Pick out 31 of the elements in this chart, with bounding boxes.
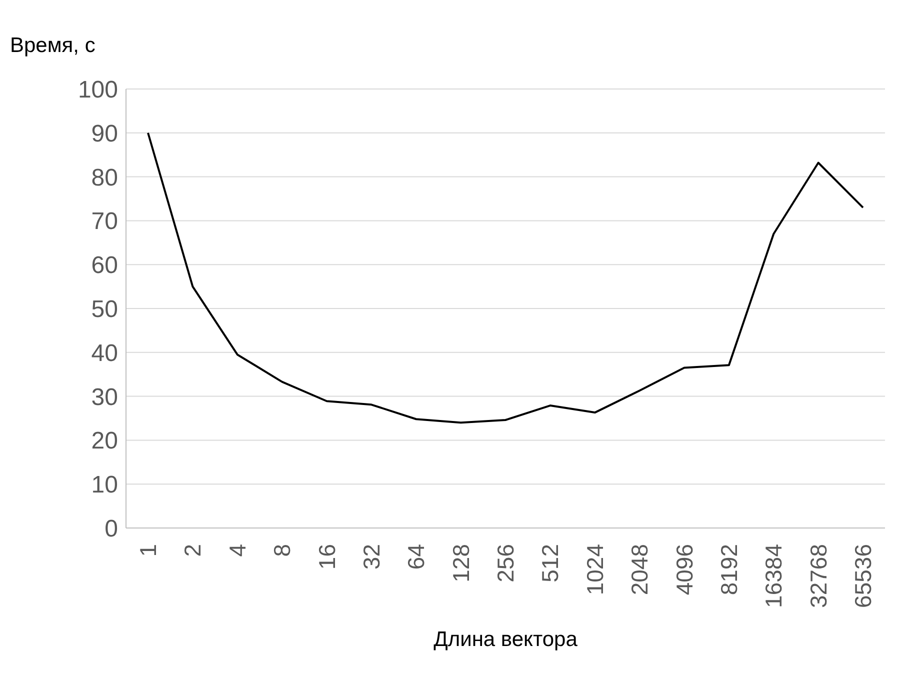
x-tick-label: 512	[537, 544, 564, 582]
x-axis-title: Длина вектора	[432, 628, 578, 652]
line-series	[147, 132, 864, 424]
x-tick-label: 65536	[850, 544, 876, 608]
y-tick-label: 40	[91, 340, 118, 367]
y-tick-label: 70	[91, 208, 118, 236]
y-tick-label: 0	[104, 516, 118, 543]
y-tick-label: 10	[91, 472, 118, 499]
y-tick-label: 100	[78, 76, 118, 104]
y-tick-label: 20	[91, 428, 118, 455]
x-tick-label: 1024	[582, 544, 608, 596]
x-tick-label: 256	[492, 544, 518, 582]
y-tick-label: 30	[91, 384, 118, 411]
x-tick-label: 128	[448, 544, 474, 582]
x-tick-label: 2048	[626, 544, 653, 596]
y-tick-label: 80	[91, 164, 118, 192]
y-tick-label: 50	[91, 296, 118, 324]
y-tick-label: 90	[91, 120, 118, 148]
x-tick-label: 1	[135, 544, 161, 557]
x-tick-label: 4	[224, 544, 250, 557]
x-tick-label: 4096	[671, 544, 698, 596]
y-axis-title: Время, с	[10, 34, 96, 58]
y-tick-label: 60	[91, 252, 118, 280]
x-tick-label: 8	[269, 544, 296, 557]
x-tick-label: 32	[358, 544, 384, 570]
x-tick-label: 32768	[805, 544, 832, 608]
x-tick-label: 2	[180, 544, 206, 557]
x-tick-label: 16	[314, 544, 340, 570]
x-tick-label: 8192	[716, 544, 742, 596]
x-tick-label: 64	[403, 544, 430, 570]
x-tick-label: 16384	[760, 544, 787, 608]
